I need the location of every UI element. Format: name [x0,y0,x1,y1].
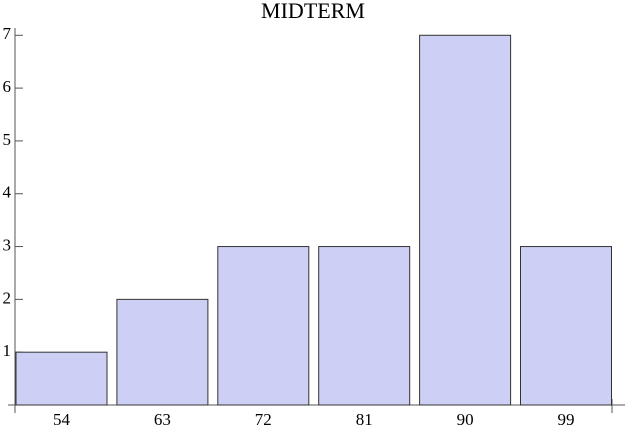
chart-title: MIDTERM [261,0,365,23]
x-tick-label: 72 [255,410,272,429]
x-tick-label: 63 [154,410,171,429]
bar [419,34,512,406]
bar [217,246,310,406]
y-tick-label: 6 [3,77,12,96]
y-tick-label: 3 [3,235,12,254]
x-tick-label: 54 [53,410,71,429]
x-tick-label: 99 [558,410,575,429]
x-tick-label: 90 [457,410,474,429]
x-tick-label: 81 [356,410,373,429]
bar [15,351,108,406]
bar [116,298,209,406]
y-tick-label: 5 [3,130,12,149]
y-tick-label: 2 [3,288,12,307]
bar [318,246,411,406]
y-tick-label: 7 [3,24,12,43]
y-tick-label: 4 [3,183,12,202]
y-tick-label: 1 [3,341,12,360]
bar [520,246,612,406]
